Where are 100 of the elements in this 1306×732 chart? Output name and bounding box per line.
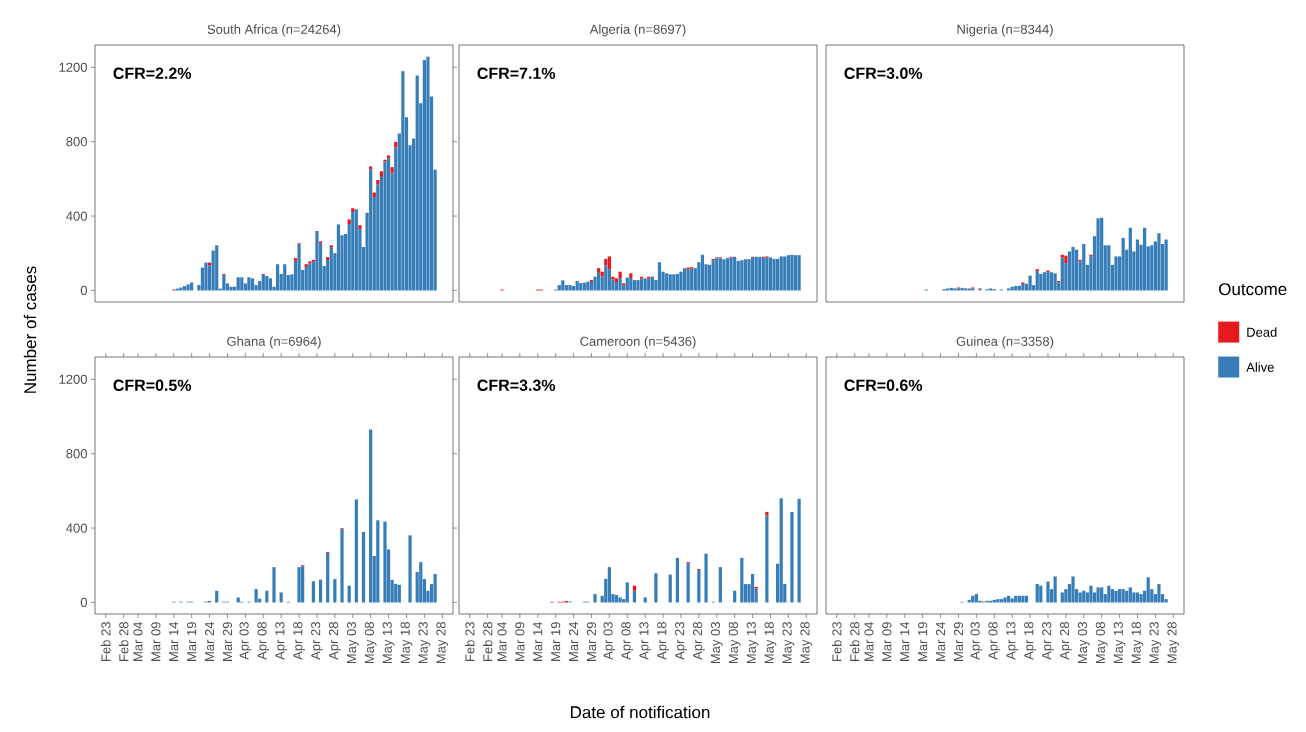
x-tick-label: May 28 [436,622,449,664]
bar [697,570,701,603]
bar [215,245,219,291]
bar [1096,218,1100,291]
y-tick-label: 1200 [59,374,87,384]
bar [1071,246,1075,291]
y-tick-label: 800 [66,449,87,459]
x-tick-label: Mar 29 [222,622,233,661]
bar [326,257,330,260]
bar [625,582,629,603]
bar [236,277,240,291]
bar [304,267,308,291]
annotation: CFR=3.0% [844,67,923,79]
x-tick-label: Apr 03 [603,622,616,660]
x-tick-label: Mar 09 [151,622,161,661]
x-tick-label: Feb 28 [118,622,129,661]
bar [358,225,362,229]
chart-title: Nigeria (n=8344) [957,24,1053,37]
bar [686,269,690,291]
chart-title: Algeria (n=8697) [589,24,686,37]
bar [275,264,280,291]
bar [1042,272,1046,291]
bar [1049,272,1054,291]
y-tick-label: 800 [66,137,87,147]
bar [1078,592,1082,603]
x-tick-label: May 08 [1095,622,1108,664]
bar [797,255,801,291]
bar [415,75,419,291]
bar [1157,584,1161,603]
bar [297,567,301,603]
x-tick-label: Mar 04 [133,621,143,661]
x-tick-label: May 13 [1113,622,1126,664]
bar [793,255,798,291]
bar [686,563,690,603]
bar [779,498,783,603]
bar [597,268,601,273]
x-tick-label: May 03 [346,622,359,664]
bar [614,278,619,283]
bar [1143,227,1147,291]
x-tick-label: Feb 23 [100,622,111,661]
x-tick-label: May 18 [400,622,413,664]
x-tick-label: Apr 23 [311,622,323,660]
bar [629,278,633,291]
bar [736,260,740,291]
bar [733,256,737,291]
bar [354,499,358,603]
x-tick-label: Mar 14 [169,621,179,661]
bar [190,282,194,291]
x-tick-label: Apr 08 [621,622,634,660]
x-tick-label: May 18 [764,622,777,664]
bar [593,276,597,291]
bar [561,280,565,291]
bar [593,594,597,603]
x-axis-title: Date of notification [571,705,710,719]
bar [1121,237,1125,291]
bar [1164,239,1168,291]
bar [379,171,384,177]
x-tick-label: May 23 [782,622,795,664]
annotation: CFR=0.5% [113,379,192,391]
bar [718,567,722,603]
bar [401,71,405,291]
bar [1053,576,1057,603]
bar [768,257,773,291]
bar [1035,584,1039,603]
bar [618,597,622,603]
x-tick-label: May 28 [800,622,813,664]
x-tick-label: Mar 24 [204,621,215,661]
bar [690,268,694,291]
bar [1089,585,1093,603]
bar [786,255,790,291]
bar [351,211,355,291]
legend-label: Dead [1247,327,1277,337]
bar [304,264,308,268]
bar [765,515,769,603]
bar [1100,217,1104,291]
bar [186,284,190,291]
bar [293,258,298,261]
bar [668,574,672,603]
bar [229,286,233,291]
bar [426,56,430,291]
bar [618,278,622,291]
bar [1150,245,1154,291]
x-tick-label: Mar 04 [864,621,874,661]
annotation: CFR=2.2% [113,67,192,79]
bar [953,288,957,291]
x-tick-label: Mar 19 [551,622,561,661]
x-tick-label: Mar 19 [187,622,197,661]
chart-title: Ghana (n=6964) [227,336,321,349]
bar [236,597,240,603]
bar [750,574,755,603]
x-tick-label: May 18 [1131,622,1144,664]
bar [758,256,762,291]
bar [675,273,679,291]
x-tick-label: Apr 08 [988,622,1001,660]
bar [722,259,726,291]
bar [568,285,572,291]
bar [204,262,208,291]
bar [179,287,183,291]
bar [715,257,719,291]
bar [1139,594,1143,603]
